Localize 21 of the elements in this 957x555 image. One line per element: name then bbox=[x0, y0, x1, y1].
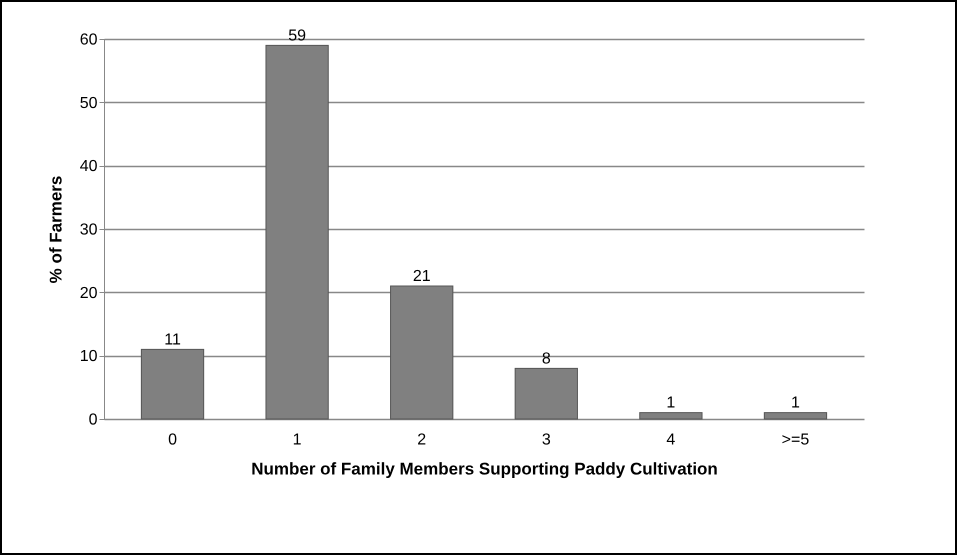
y-tick-label: 10 bbox=[80, 348, 98, 366]
x-tick-label: 3 bbox=[542, 432, 551, 448]
data-label: 11 bbox=[164, 331, 181, 348]
data-label: 59 bbox=[288, 27, 306, 44]
y-axis-title: % of Farmers bbox=[46, 176, 66, 284]
y-tick-label: 30 bbox=[80, 222, 98, 238]
y-tick-label: 40 bbox=[80, 158, 98, 176]
y-tick-label: 20 bbox=[80, 284, 98, 302]
x-axis-title: Number of Family Members Supporting Paddy Cultivation bbox=[251, 460, 718, 478]
data-label: 1 bbox=[666, 394, 676, 412]
data-label: 8 bbox=[542, 350, 551, 368]
y-tick-label: 0 bbox=[88, 412, 98, 428]
x-tick-label: 1 bbox=[292, 432, 302, 448]
x-tick-label: >=5 bbox=[782, 432, 810, 448]
data-label: 21 bbox=[412, 268, 431, 285]
y-tick-label: 60 bbox=[80, 32, 98, 48]
x-tick-label: 2 bbox=[417, 432, 426, 448]
x-tick-label: 0 bbox=[168, 432, 178, 448]
x-tick-label: 4 bbox=[666, 432, 676, 448]
y-tick-label: 50 bbox=[80, 94, 98, 112]
data-label: 1 bbox=[791, 394, 800, 412]
